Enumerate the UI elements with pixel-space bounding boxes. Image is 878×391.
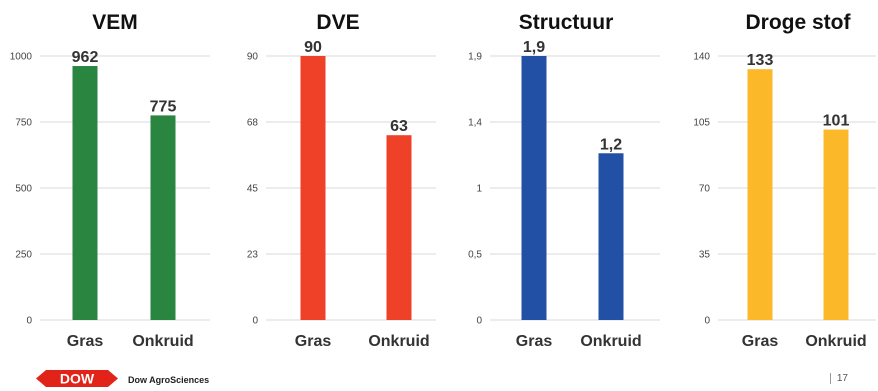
dow-diamond-shape	[36, 370, 118, 387]
y-tick-label-dve-1: 23	[247, 250, 259, 261]
bar-dve-onkruid	[386, 135, 412, 320]
category-label-structuur-onkruid: Onkruid	[580, 333, 641, 350]
data-label-droge-stof-gras: 133	[747, 52, 774, 69]
y-tick-label-structuur-2: 1	[476, 184, 482, 195]
category-label-vem-gras: Gras	[67, 333, 104, 350]
category-label-structuur-gras: Gras	[516, 333, 553, 350]
data-label-dve-gras: 90	[304, 39, 322, 56]
data-label-droge-stof-onkruid: 101	[823, 113, 850, 130]
y-tick-label-vem-3: 750	[15, 118, 32, 129]
y-tick-label-vem-0: 0	[26, 316, 32, 327]
data-label-structuur-gras: 1,9	[523, 39, 545, 56]
bar-structuur-onkruid	[598, 153, 624, 320]
charts-area: VEM 0 250 500 750 1000 962 Gras 775 Onkruid DVE 0 23…	[10, 11, 876, 350]
bar-droge-stof-gras	[747, 69, 773, 320]
y-tick-label-vem-2: 500	[15, 184, 32, 195]
y-tick-label-vem-1: 250	[15, 250, 32, 261]
data-label-vem-onkruid: 775	[150, 98, 177, 115]
y-tick-label-vem-4: 1000	[10, 52, 33, 63]
y-tick-label-droge-stof-0: 0	[704, 316, 710, 327]
y-tick-label-structuur-3: 1,4	[468, 118, 482, 129]
chart-title-dve: DVE	[316, 11, 359, 34]
category-label-droge-stof-gras: Gras	[742, 333, 779, 350]
bar-vem-onkruid	[150, 115, 176, 321]
data-label-structuur-onkruid: 1,2	[600, 136, 622, 153]
y-tick-label-dve-4: 90	[247, 52, 259, 63]
y-tick-label-dve-0: 0	[252, 316, 258, 327]
y-tick-label-droge-stof-2: 70	[699, 184, 711, 195]
category-label-dve-onkruid: Onkruid	[368, 333, 429, 350]
chart-title-vem: VEM	[92, 11, 138, 34]
y-tick-label-structuur-4: 1,9	[468, 52, 482, 63]
category-label-droge-stof-onkruid: Onkruid	[805, 333, 866, 350]
chart-title-structuur: Structuur	[519, 11, 614, 34]
brand-name: Dow AgroSciences	[128, 375, 210, 385]
footer: DOW Dow AgroSciences 17	[0, 366, 878, 391]
bar-droge-stof-onkruid	[823, 129, 849, 320]
page-number: 17	[829, 373, 848, 384]
dow-logo-text: DOW	[60, 371, 95, 387]
y-tick-label-droge-stof-3: 105	[693, 118, 710, 129]
y-tick-label-droge-stof-1: 35	[699, 250, 711, 261]
chart-title-droge-stof: Droge stof	[746, 11, 852, 34]
y-tick-label-structuur-0: 0	[476, 316, 482, 327]
y-tick-label-structuur-1: 0,5	[468, 250, 482, 261]
category-label-vem-onkruid: Onkruid	[132, 333, 193, 350]
dow-logo: DOW	[36, 370, 118, 387]
y-tick-label-droge-stof-4: 140	[693, 52, 710, 63]
y-tick-label-dve-3: 68	[247, 118, 259, 129]
y-tick-label-dve-2: 45	[247, 184, 259, 195]
bar-dve-gras	[300, 56, 326, 320]
bar-structuur-gras	[521, 56, 547, 320]
bar-vem-gras	[72, 66, 98, 320]
data-label-dve-onkruid: 63	[390, 118, 408, 135]
data-label-vem-gras: 962	[72, 49, 99, 66]
category-label-dve-gras: Gras	[295, 333, 332, 350]
